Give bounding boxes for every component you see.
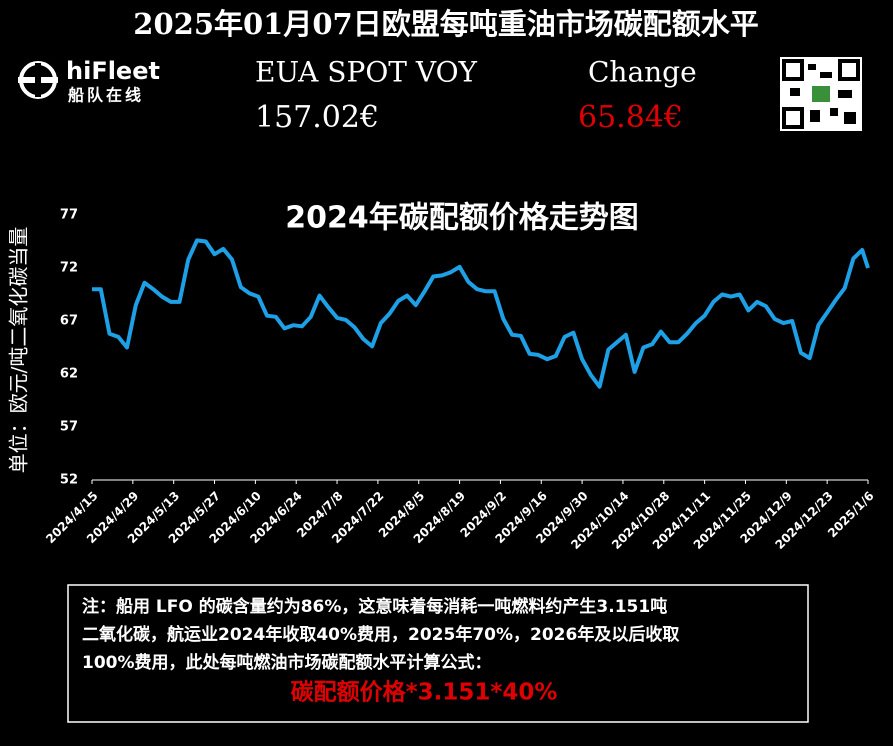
brand: hiFleet xyxy=(66,57,160,85)
y-tick-label: 67 xyxy=(60,314,78,329)
note-line: 注：船用 LFO 的碳含量约为86%，这意味着每消耗一吨燃料约产生3.151吨 xyxy=(82,596,667,617)
y-tick-label: 72 xyxy=(60,261,78,276)
qr-finder xyxy=(838,59,860,81)
note-formula: 碳配额价格*3.151*40% xyxy=(291,679,558,706)
chart-title: 2024年碳配额价格走势图 xyxy=(285,201,639,236)
qr-logo xyxy=(812,86,830,102)
qr-module xyxy=(838,90,852,98)
logo: hiFleet 船队在线 xyxy=(18,57,160,105)
y-tick-label: 52 xyxy=(60,473,78,488)
qr-module xyxy=(790,88,800,96)
note-line: 二氧化碳，航运业2024年收取40%费用，2025年70%，2026年及以后收取 xyxy=(82,624,679,645)
qr-code xyxy=(780,57,862,131)
qr-finder xyxy=(782,107,804,129)
y-tick-label: 62 xyxy=(60,367,78,382)
y-axis-label: 单位：欧元/吨二氧化碳当量 xyxy=(7,227,31,474)
note-line: 100%费用，此处每吨燃油市场碳配额水平计算公式： xyxy=(82,652,492,673)
qr-module xyxy=(830,108,838,116)
brand-sub: 船队在线 xyxy=(68,86,144,105)
logo-gap xyxy=(35,63,41,97)
qr-module xyxy=(844,112,856,124)
qr-finder xyxy=(782,59,804,81)
change-value: 65.84€ xyxy=(578,100,683,135)
qr-module xyxy=(820,72,832,78)
y-tick-label: 77 xyxy=(60,208,78,223)
qr-module xyxy=(808,64,816,70)
spot-label: EUA SPOT VOY xyxy=(255,56,478,89)
y-tick-label: 57 xyxy=(60,420,78,435)
qr-module xyxy=(810,110,820,122)
change-label: Change xyxy=(588,56,697,89)
line-series xyxy=(92,238,870,389)
spot-value: 157.02€ xyxy=(255,100,379,135)
note-box xyxy=(67,584,809,723)
page-title: 2025年01月07日欧盟每吨重油市场碳配额水平 xyxy=(133,7,758,41)
